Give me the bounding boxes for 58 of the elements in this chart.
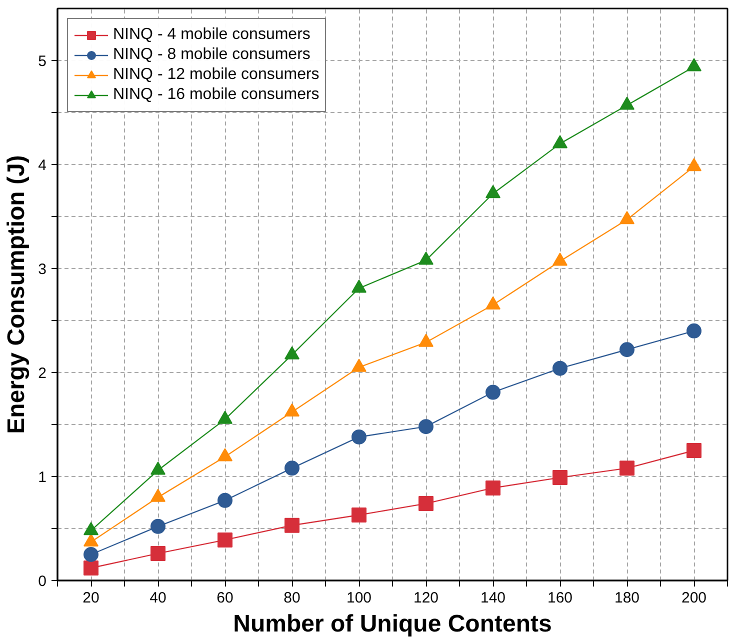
point (218, 448, 232, 462)
point (620, 460, 634, 476)
point (284, 518, 300, 533)
point (84, 560, 98, 576)
point (352, 358, 366, 372)
point (218, 492, 232, 508)
point (552, 360, 568, 376)
x-tick-label: 140 (480, 590, 506, 606)
point (552, 252, 568, 266)
y-tick-label: 1 (38, 469, 46, 486)
x-tick-label: 120 (413, 590, 439, 606)
point (486, 480, 500, 496)
point (150, 518, 166, 534)
point (552, 135, 568, 148)
legend-label: NINQ - 12 mobile consumers (113, 66, 320, 84)
x-axis-title: Number of Unique Contents (233, 610, 552, 638)
legend-label: NINQ - 8 mobile consumers (113, 46, 310, 64)
point (620, 96, 634, 110)
point (418, 496, 434, 512)
point (486, 185, 500, 198)
point (620, 342, 634, 358)
point (686, 158, 702, 172)
y-tick-label: 3 (38, 261, 46, 278)
x-tick-label: 40 (150, 590, 166, 606)
point (218, 532, 232, 548)
legend-label: NINQ - 4 mobile consumers (113, 26, 310, 44)
y-tick-label: 2 (38, 365, 46, 382)
point (686, 323, 702, 338)
x-tick-label: 180 (614, 590, 640, 606)
point (284, 403, 300, 417)
legend-label: NINQ - 16 mobile consumers (113, 86, 320, 104)
x-tick-label: 20 (82, 590, 100, 606)
point (352, 507, 366, 522)
point (486, 384, 500, 400)
point (552, 470, 568, 486)
point (418, 334, 434, 347)
y-tick-label: 4 (38, 157, 46, 174)
y-axis-title: Energy Consumption (J) (3, 155, 30, 434)
point (418, 419, 434, 434)
y-tick-label: 5 (38, 53, 46, 70)
x-tick-label: 60 (216, 590, 234, 606)
x-tick-label: 100 (346, 590, 372, 606)
point (486, 296, 500, 310)
x-tick-label: 200 (681, 590, 707, 606)
x-tick-label: 160 (547, 590, 573, 606)
point (84, 547, 98, 562)
point (218, 410, 232, 424)
y-tick-label: 0 (38, 573, 46, 590)
point (686, 58, 702, 72)
point (284, 460, 300, 476)
point (352, 280, 366, 293)
point (620, 211, 634, 224)
x-tick-label: 80 (284, 590, 300, 606)
point (150, 546, 166, 561)
point (352, 429, 366, 444)
point (418, 252, 434, 265)
point (686, 443, 702, 458)
point (284, 346, 300, 360)
